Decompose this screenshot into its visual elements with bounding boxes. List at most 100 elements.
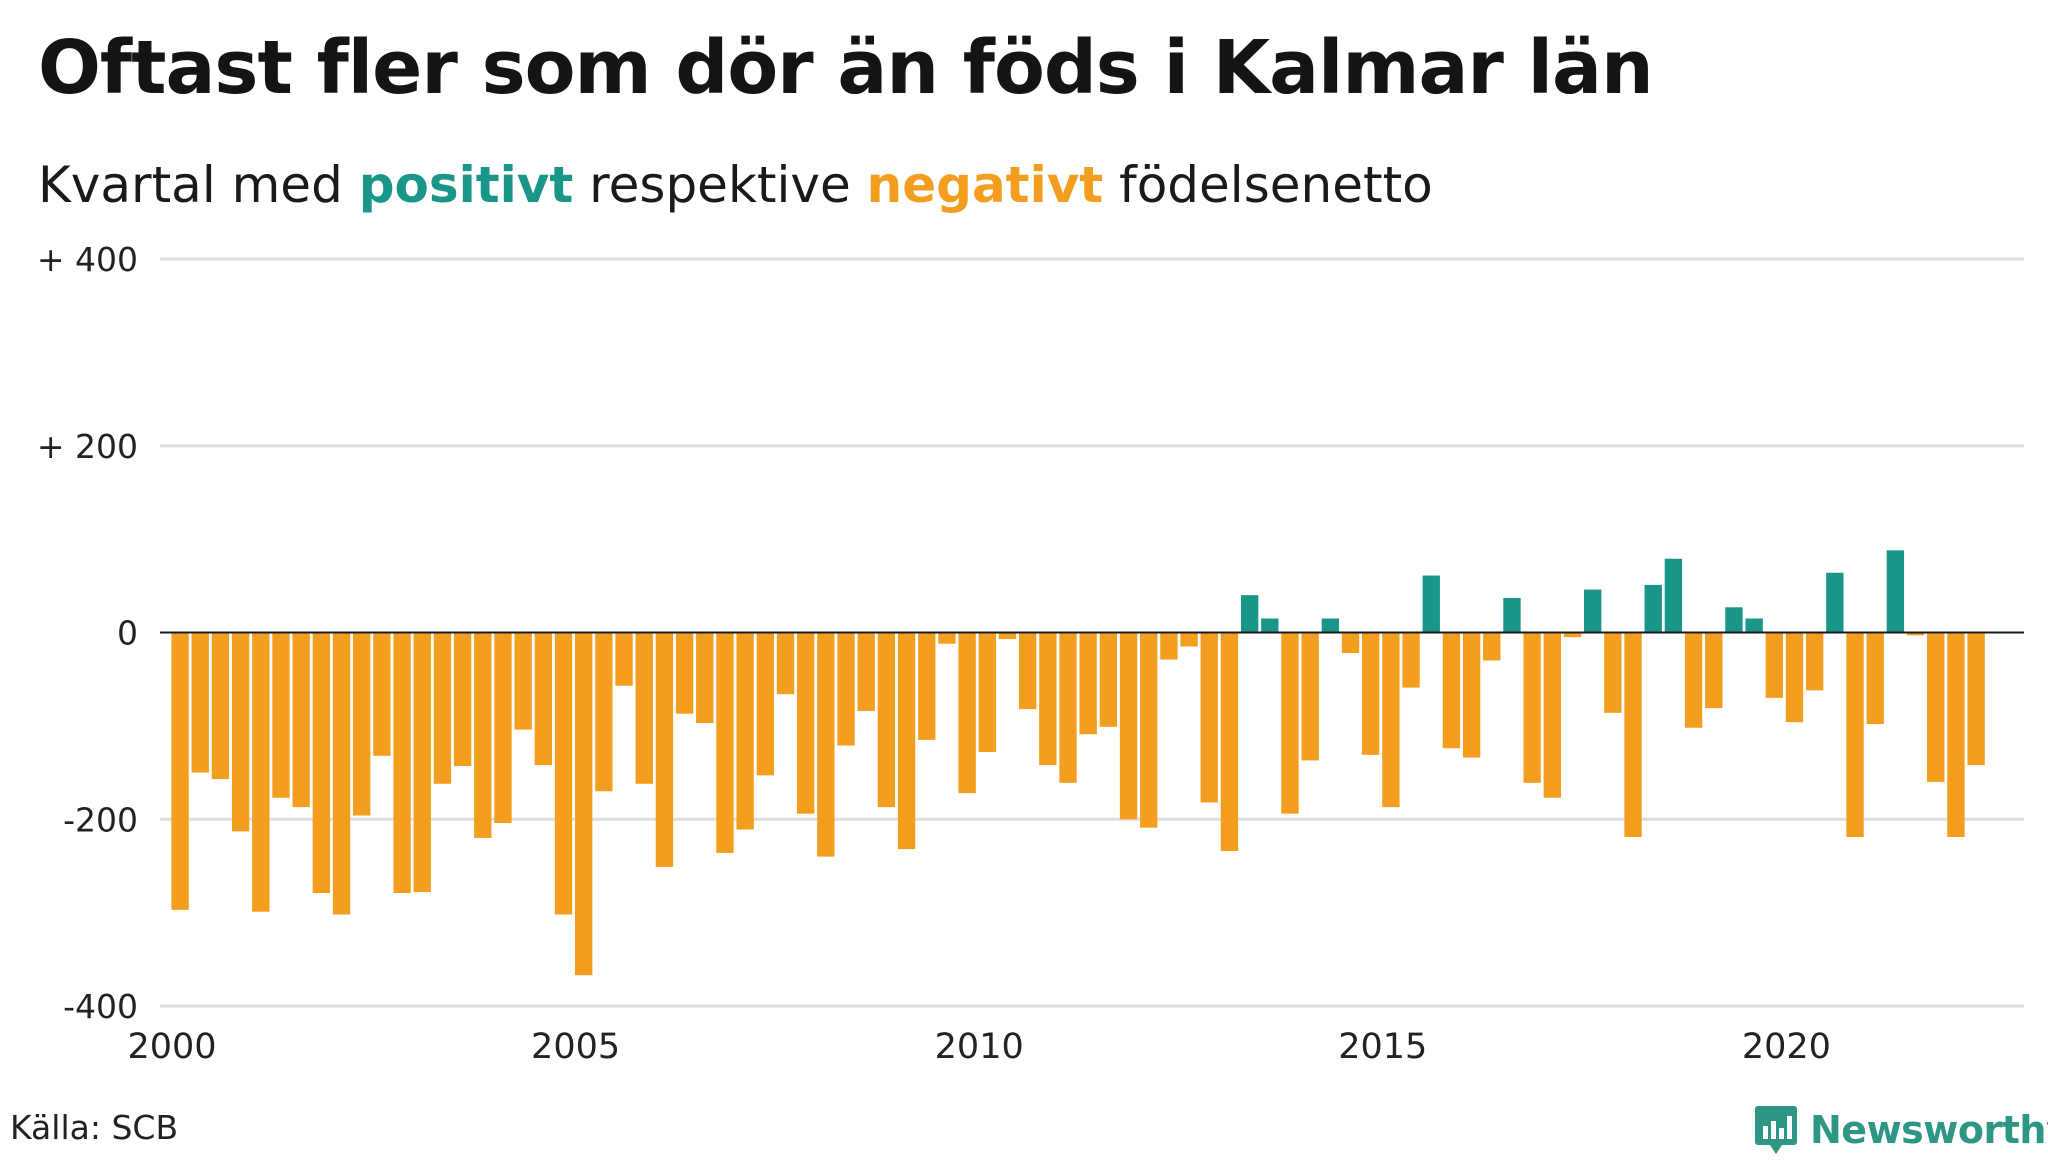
bar — [191, 632, 209, 773]
bar — [1220, 632, 1239, 851]
bar — [1462, 632, 1481, 758]
bar — [1947, 632, 1965, 837]
bar — [1745, 618, 1763, 633]
y-tick-label: -400 — [63, 987, 138, 1026]
bar — [1563, 632, 1582, 638]
bar — [716, 632, 734, 853]
x-tick-label: 2015 — [1338, 1027, 1427, 1067]
bar — [433, 632, 452, 784]
bar — [1765, 632, 1783, 698]
bar — [675, 632, 694, 714]
bar — [312, 632, 331, 894]
bar — [1321, 618, 1340, 633]
bar — [453, 632, 472, 767]
bar — [1624, 632, 1642, 837]
bar — [1059, 632, 1077, 783]
bar — [1705, 632, 1723, 709]
bar — [332, 632, 351, 915]
bar — [776, 632, 795, 695]
brand-name: Newsworthy — [1810, 1108, 2048, 1152]
bar — [211, 632, 230, 780]
bar — [696, 632, 714, 724]
bar — [1240, 595, 1259, 633]
bar — [1402, 632, 1420, 688]
x-tick-label: 2020 — [1742, 1027, 1831, 1067]
y-tick-label: 0 — [117, 614, 138, 653]
bar — [554, 632, 573, 915]
bar — [1846, 632, 1864, 837]
bar — [958, 632, 976, 794]
grid-lines — [160, 257, 2024, 1008]
x-tick-label: 2000 — [127, 1027, 216, 1067]
bar — [1341, 632, 1360, 654]
y-tick-label: + 200 — [37, 427, 138, 466]
bar — [1503, 597, 1521, 633]
y-tick-label: -200 — [63, 800, 138, 839]
bar — [514, 632, 532, 730]
bar — [655, 632, 674, 867]
bar — [292, 632, 310, 808]
bar — [1301, 632, 1319, 761]
subtitle-text-1: Kvartal med — [38, 156, 359, 214]
bar — [1886, 550, 1905, 633]
bar — [575, 632, 593, 976]
bar — [1906, 632, 1925, 636]
bar — [978, 632, 996, 753]
bars — [171, 550, 1985, 976]
bar — [494, 632, 512, 823]
bar — [635, 632, 653, 784]
bar — [877, 632, 896, 808]
bar — [1826, 572, 1844, 633]
x-tick-label: 2005 — [531, 1027, 620, 1067]
bar — [817, 632, 835, 857]
bar — [595, 632, 613, 792]
x-tick-label: 2010 — [935, 1027, 1024, 1067]
chart-title: Oftast fler som dör än föds i Kalmar län — [38, 25, 1654, 111]
bar — [1684, 632, 1703, 728]
bar — [897, 632, 916, 850]
bar — [1160, 632, 1178, 660]
bar — [1664, 558, 1683, 633]
bar — [1785, 632, 1804, 723]
bar — [1018, 632, 1037, 710]
bar — [1725, 607, 1743, 633]
bar — [857, 632, 875, 711]
bar — [272, 632, 290, 798]
bar — [1180, 632, 1198, 647]
bar — [1483, 632, 1501, 661]
bar — [1099, 632, 1118, 727]
bar — [998, 632, 1017, 640]
brand-logo[interactable]: Newsworthy — [1754, 1100, 2048, 1160]
bar — [1039, 632, 1057, 766]
bar — [252, 632, 270, 912]
bar — [918, 632, 936, 740]
source-note: Källa: SCB — [10, 1108, 179, 1147]
bar — [474, 632, 492, 838]
bar — [171, 632, 189, 910]
bar — [736, 632, 754, 830]
bar — [1967, 632, 1985, 766]
bar — [1866, 632, 1884, 725]
bar — [1584, 589, 1602, 633]
bar — [796, 632, 815, 814]
bar — [1422, 575, 1440, 633]
bar — [413, 632, 431, 893]
y-tick-label: + 400 — [37, 240, 138, 279]
subtitle-negative-label: negativt — [866, 156, 1104, 214]
bar — [1261, 618, 1279, 633]
bar — [393, 632, 411, 894]
bar — [1140, 632, 1158, 828]
bar — [231, 632, 250, 832]
bar — [1382, 632, 1400, 808]
bar — [1119, 632, 1138, 820]
bar — [1543, 632, 1561, 798]
bar — [1362, 632, 1380, 755]
bar — [1604, 632, 1622, 713]
bar — [938, 632, 956, 644]
chart-subtitle: Kvartal med positivt respektive negativt… — [38, 150, 1433, 220]
bar — [1442, 632, 1461, 749]
bar — [353, 632, 371, 816]
bar — [1079, 632, 1097, 735]
